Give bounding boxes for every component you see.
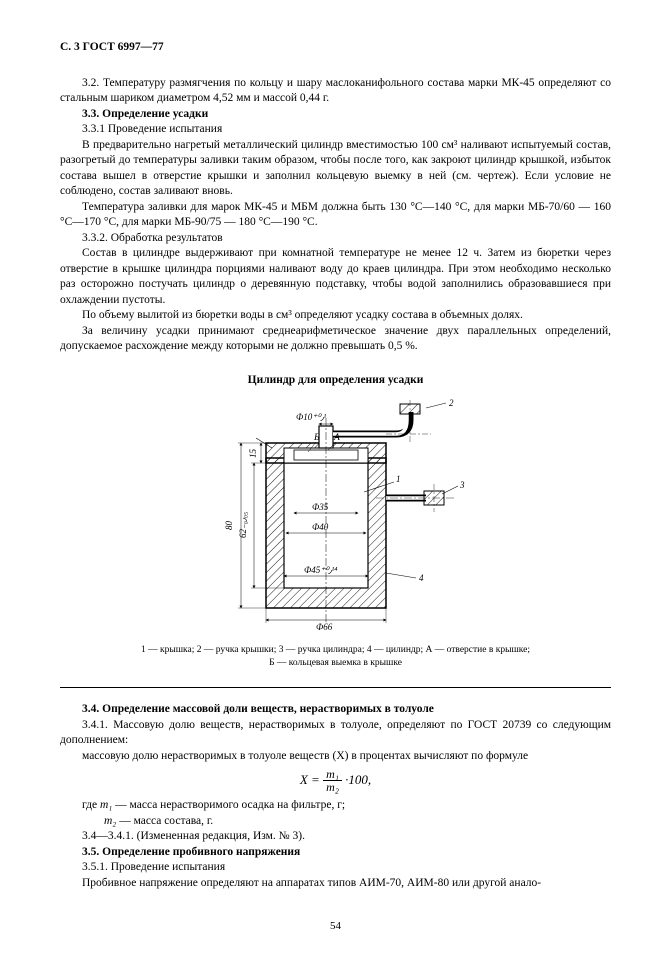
heading-3.5: 3.5. Определение пробивного напряжения <box>60 845 611 861</box>
dim-d40: Ф40 <box>312 522 329 532</box>
dim-15: 15 <box>248 449 258 459</box>
dim-d35: Ф35 <box>312 502 329 512</box>
label-A: А <box>333 433 340 443</box>
dim-d66: Ф66 <box>316 622 333 632</box>
page-header: С. 3 ГОСТ 6997—77 <box>60 40 611 56</box>
cylinder-diagram: 2 3 4 1 Б А 80 62₋₀٫₀₅ 15 Ф10⁺⁰٫¹ Ф35 <box>186 398 486 638</box>
formula: X = m₁ m₂ ·100, <box>60 768 611 794</box>
para-3.3.1: 3.3.1 Проведение испытания <box>60 122 611 138</box>
para-3.2: 3.2. Температуру размягчения по кольцу и… <box>60 76 611 107</box>
where2-txt: — масса состава, г. <box>116 815 213 827</box>
callout-2: 2 <box>449 398 454 408</box>
formula-tail: ·100, <box>345 772 371 787</box>
para-3.3.2b: По объему вылитой из бюретки воды в см³ … <box>60 308 611 324</box>
where-pre: где <box>82 799 100 811</box>
dim-d10: Ф10⁺⁰٫¹ <box>296 412 327 422</box>
para-3.3.2: 3.3.2. Обработка результатов <box>60 231 611 247</box>
label-B: Б <box>313 433 320 443</box>
para-3.3.1b: Температура заливки для марок МК-45 и МБ… <box>60 200 611 231</box>
para-3.3.1a: В предварительно нагретый металлический … <box>60 138 611 200</box>
caption-line1: 1 — крышка; 2 — ручка крышки; 3 — ручка … <box>141 645 530 655</box>
figure-caption: 1 — крышка; 2 — ручка крышки; 3 — ручка … <box>100 644 571 669</box>
dim-80: 80 <box>224 521 234 531</box>
where1-var: m₁ <box>100 799 112 811</box>
callout-3: 3 <box>459 480 465 490</box>
para-3.4.1: 3.4.1. Массовую долю веществ, нераствори… <box>60 718 611 749</box>
callout-4: 4 <box>419 573 424 583</box>
heading-3.3: 3.3. Определение усадки <box>60 107 611 123</box>
para-3.5.1a: Пробивное напряжение определяют на аппар… <box>60 876 611 892</box>
para-3.3.2a: Состав в цилиндре выдерживают при комнат… <box>60 246 611 308</box>
para-3.4.1a: массовую долю нерастворимых в толуоле ве… <box>60 749 611 765</box>
caption-line2: Б — кольцевая выемка в крышке <box>269 658 402 668</box>
where-1: где m₁ — масса нерастворимого осадка на … <box>60 798 611 814</box>
where1-txt: — масса нерастворимого осадка на фильтре… <box>112 799 345 811</box>
formula-X: X = <box>300 772 320 787</box>
callout-1: 1 <box>396 474 401 484</box>
heading-3.4: 3.4. Определение массовой доли веществ, … <box>60 702 611 718</box>
rule <box>60 687 611 688</box>
dim-d45: Ф45⁺⁰٫¹⁴ <box>304 565 337 575</box>
para-3.5.1: 3.5.1. Проведение испытания <box>60 860 611 876</box>
dim-62: 62₋₀٫₀₅ <box>238 512 248 538</box>
page-number: 54 <box>60 919 611 934</box>
formula-den: m₂ <box>323 781 342 794</box>
para-amend: 3.4—3.4.1. (Измененная редакция, Изм. № … <box>60 829 611 845</box>
figure-title: Цилиндр для определения усадки <box>60 373 611 389</box>
where2-var: m₂ <box>104 815 116 827</box>
para-3.3.2c: За величину усадки принимают среднеарифм… <box>60 324 611 355</box>
where-2: m₂ — масса состава, г. <box>60 814 611 830</box>
